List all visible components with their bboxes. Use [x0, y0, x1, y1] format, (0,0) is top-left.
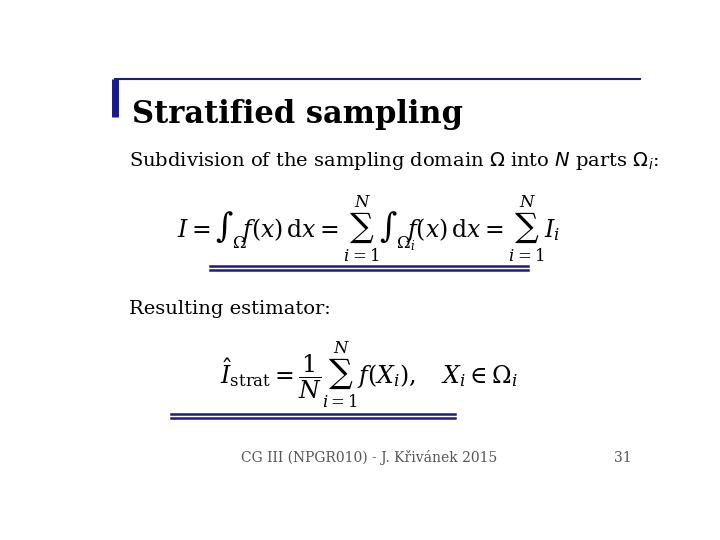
Text: 31: 31: [613, 451, 631, 465]
Text: Resulting estimator:: Resulting estimator:: [129, 300, 330, 318]
Text: Stratified sampling: Stratified sampling: [132, 99, 463, 130]
Text: CG III (NPGR010) - J. Křivánek 2015: CG III (NPGR010) - J. Křivánek 2015: [241, 450, 497, 465]
Text: $I = \int_{\Omega} \! f(x)\,\mathrm{d}x = \sum_{i=1}^{N}\int_{\Omega_i} \!\! f(x: $I = \int_{\Omega} \! f(x)\,\mathrm{d}x …: [177, 194, 561, 264]
Text: Subdivision of the sampling domain $\Omega$ into $N$ parts $\Omega_i$:: Subdivision of the sampling domain $\Ome…: [129, 150, 659, 172]
Text: $\hat{I}_{\mathrm{strat}} = \dfrac{1}{N}\sum_{i=1}^{N} f(X_i),\quad X_i \in \Ome: $\hat{I}_{\mathrm{strat}} = \dfrac{1}{N}…: [220, 340, 518, 410]
